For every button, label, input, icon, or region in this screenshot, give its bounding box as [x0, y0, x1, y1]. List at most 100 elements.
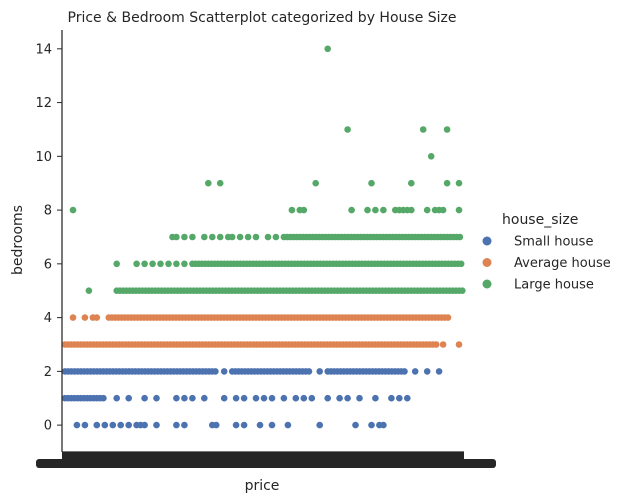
data-point — [228, 233, 236, 241]
data-point — [459, 287, 466, 295]
data-point — [149, 260, 156, 268]
data-point — [133, 260, 140, 268]
x-tick-marks — [62, 452, 464, 459]
data-point — [408, 179, 415, 187]
data-point — [220, 368, 228, 375]
data-point — [312, 179, 320, 187]
data-point — [268, 394, 276, 402]
data-point — [109, 421, 117, 429]
data-point — [100, 394, 107, 402]
data-point — [173, 394, 180, 402]
legend: house_size Small house Average house Large … — [482, 212, 611, 293]
data-point — [336, 394, 343, 402]
data-point — [444, 314, 452, 321]
legend-marker — [482, 236, 492, 246]
data-point — [153, 394, 160, 402]
data-point — [220, 394, 228, 402]
data-point — [85, 287, 93, 295]
data-point — [69, 206, 77, 214]
data-point — [212, 368, 219, 375]
data-point — [364, 206, 371, 214]
legend-marker — [482, 279, 492, 289]
data-point — [181, 233, 188, 241]
data-point — [404, 394, 411, 402]
data-point — [284, 421, 292, 429]
data-point — [372, 206, 379, 214]
axes-layer: 0 2 4 6 8 10 12 14 — [35, 30, 496, 468]
data-point — [443, 126, 451, 133]
data-point — [272, 233, 280, 241]
data-point — [324, 45, 332, 53]
series-small-house — [61, 368, 443, 429]
data-point — [141, 260, 148, 268]
data-point — [443, 179, 451, 187]
data-point — [141, 394, 148, 402]
data-point — [372, 394, 379, 402]
data-point — [181, 260, 188, 268]
data-point — [305, 368, 313, 375]
data-point — [427, 153, 435, 160]
data-point — [292, 394, 300, 402]
data-point — [324, 394, 332, 402]
data-point — [173, 421, 180, 429]
y-tick-label: 0 — [44, 419, 52, 434]
y-tick-label: 12 — [35, 96, 52, 111]
data-point — [401, 368, 408, 375]
data-point — [117, 421, 124, 429]
data-point — [244, 233, 252, 241]
data-point — [368, 179, 375, 187]
data-point — [280, 394, 288, 402]
data-point — [316, 421, 324, 429]
chart-title: Price & Bedroom Scatterplot categorized … — [68, 10, 457, 26]
data-point — [344, 394, 351, 402]
data-point — [348, 206, 355, 214]
data-point — [455, 179, 463, 187]
data-point — [209, 233, 216, 241]
data-point — [252, 394, 260, 402]
data-point — [408, 206, 415, 214]
data-point — [125, 421, 132, 429]
y-tick-label: 6 — [44, 257, 52, 272]
data-point — [81, 421, 89, 429]
data-point — [232, 394, 240, 402]
y-tick-label: 2 — [44, 365, 52, 380]
data-point — [457, 260, 465, 268]
data-point — [189, 233, 196, 241]
data-point — [316, 368, 324, 375]
data-point — [423, 368, 431, 375]
data-point — [173, 260, 180, 268]
legend-label: Small house — [514, 235, 593, 250]
data-point — [141, 421, 148, 429]
data-point — [264, 233, 272, 241]
y-tick-label: 8 — [44, 204, 52, 219]
data-point — [288, 206, 296, 214]
data-point — [419, 126, 427, 133]
data-point — [300, 394, 308, 402]
x-axis-title: price — [245, 478, 280, 494]
data-point — [396, 394, 403, 402]
y-tick-label: 14 — [35, 42, 52, 57]
data-point — [81, 314, 89, 321]
x-tick-labels — [36, 459, 496, 468]
data-point — [423, 206, 431, 214]
legend-label: Average house — [514, 256, 611, 271]
data-point — [181, 421, 188, 429]
data-point — [173, 233, 180, 241]
data-point — [456, 233, 464, 241]
data-point — [380, 421, 387, 429]
data-point — [113, 260, 120, 268]
data-point — [432, 341, 440, 348]
data-point — [73, 421, 81, 429]
data-point — [205, 179, 212, 187]
data-point — [252, 233, 260, 241]
data-point — [411, 368, 419, 375]
data-point — [260, 394, 268, 402]
data-point — [69, 314, 77, 321]
data-point — [212, 421, 220, 429]
data-point — [356, 394, 363, 402]
y-axis-title: bedrooms — [10, 205, 26, 275]
data-point — [216, 179, 224, 187]
points-layer — [61, 45, 466, 429]
data-point — [93, 314, 101, 321]
